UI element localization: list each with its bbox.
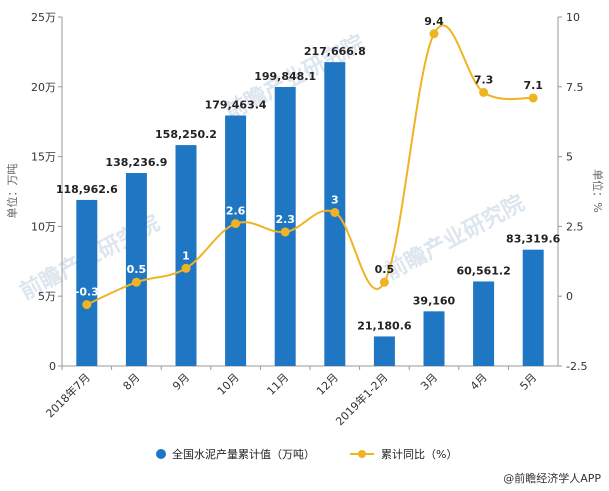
bar-value-label: 21,180.6 bbox=[357, 319, 412, 332]
legend-line-label: 累计同比（%） bbox=[381, 448, 457, 461]
bar-value-label: 158,250.2 bbox=[155, 128, 217, 141]
bar-value-label: 83,319.6 bbox=[506, 233, 561, 246]
line-value-label: 2.3 bbox=[275, 213, 295, 226]
x-tick-label: 4月 bbox=[468, 371, 490, 393]
bar bbox=[522, 249, 544, 366]
x-tick-label: 2019年1-2月 bbox=[333, 370, 391, 428]
left-tick-label: 10万 bbox=[31, 220, 56, 233]
bar-value-label: 217,666.8 bbox=[304, 45, 366, 58]
line-point bbox=[231, 219, 241, 229]
left-tick-label: 15万 bbox=[31, 151, 56, 164]
bar bbox=[225, 115, 247, 367]
bar-value-label: 138,236.9 bbox=[105, 156, 167, 169]
left-tick-label: 0 bbox=[49, 360, 56, 373]
right-tick-label: 2.5 bbox=[566, 220, 584, 233]
line-point bbox=[181, 263, 191, 273]
bar bbox=[274, 87, 296, 366]
x-tick-label: 2018年7月 bbox=[43, 370, 93, 420]
line-point bbox=[82, 300, 92, 310]
bar-value-label: 179,463.4 bbox=[205, 98, 267, 111]
x-tick-label: 8月 bbox=[121, 371, 143, 393]
line-point bbox=[429, 29, 439, 39]
legend-line-marker bbox=[358, 450, 366, 458]
line-value-label: 7.1 bbox=[523, 79, 543, 92]
right-axis-title: 单位：% bbox=[591, 169, 605, 212]
bar-value-label: 39,160 bbox=[413, 294, 456, 307]
right-tick-label: 5 bbox=[566, 151, 573, 164]
left-axis-title: 单位：万吨 bbox=[5, 164, 19, 219]
x-tick-label: 9月 bbox=[170, 371, 192, 393]
line-point bbox=[280, 227, 290, 237]
right-tick-label: 10 bbox=[566, 11, 580, 24]
x-tick-label: 10月 bbox=[215, 371, 242, 398]
line-value-label: 2.6 bbox=[226, 205, 246, 218]
legend: 全国水泥产量累计值（万吨） 累计同比（%） bbox=[156, 447, 457, 461]
line-value-label: 0.5 bbox=[375, 263, 395, 276]
line-point bbox=[379, 277, 389, 287]
x-tick-label: 5月 bbox=[517, 371, 539, 393]
line-value-label: 9.4 bbox=[424, 15, 444, 28]
line-path bbox=[86, 24, 534, 306]
line-value-label: 3 bbox=[331, 193, 339, 206]
bar bbox=[76, 199, 98, 366]
left-tick-label: 25万 bbox=[31, 11, 56, 24]
line-series bbox=[82, 24, 538, 310]
line-point bbox=[131, 277, 141, 287]
bar bbox=[473, 281, 495, 366]
legend-bar-label: 全国水泥产量累计值（万吨） bbox=[172, 447, 315, 461]
line-point bbox=[330, 207, 340, 217]
line-value-label: 0.5 bbox=[127, 263, 147, 276]
bar bbox=[423, 311, 445, 366]
bar bbox=[373, 336, 395, 366]
line-point bbox=[479, 87, 489, 97]
line-value-label: -0.3 bbox=[75, 286, 99, 299]
left-tick-label: 20万 bbox=[31, 81, 56, 94]
right-tick-label: 7.5 bbox=[566, 81, 584, 94]
x-tick-label: 3月 bbox=[418, 371, 440, 393]
bar-value-label: 118,962.6 bbox=[56, 183, 118, 196]
source-credit: @前瞻经济学人APP bbox=[503, 471, 601, 485]
bar-value-label: 60,561.2 bbox=[456, 264, 510, 277]
bar bbox=[175, 145, 197, 366]
data-labels: 118,962.6 138,236.9 158,250.2 179,463.4 199,… bbox=[56, 15, 561, 333]
bar bbox=[125, 173, 147, 366]
line-point bbox=[528, 93, 538, 103]
line-value-label: 7.3 bbox=[474, 73, 494, 86]
line-value-label: 1 bbox=[182, 249, 190, 262]
bar-series bbox=[76, 62, 544, 367]
left-tick-label: 5万 bbox=[38, 290, 56, 303]
legend-bar-swatch bbox=[156, 449, 166, 459]
x-tick-label: 11月 bbox=[264, 371, 291, 398]
x-tick-label: 12月 bbox=[314, 371, 341, 398]
right-tick-label: -2.5 bbox=[566, 360, 587, 373]
right-tick-label: 0 bbox=[566, 290, 573, 303]
bar-value-label: 199,848.1 bbox=[254, 70, 316, 83]
